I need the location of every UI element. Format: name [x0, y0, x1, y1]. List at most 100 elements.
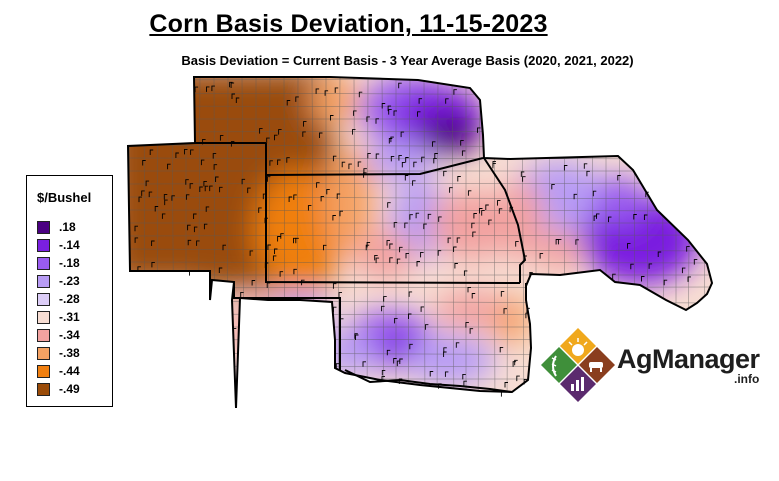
- elevator-marker: [219, 186, 223, 193]
- elevator-marker: [401, 161, 406, 168]
- legend-swatch: [37, 311, 50, 324]
- elevator-marker: [523, 255, 527, 261]
- elevator-marker: [443, 347, 447, 353]
- elevator-marker: [278, 129, 282, 135]
- elevator-marker: [415, 212, 420, 219]
- elevator-marker: [267, 244, 271, 250]
- legend-label: -.38: [59, 346, 80, 360]
- elevator-marker: [266, 137, 270, 144]
- elevator-marker: [229, 81, 233, 88]
- elevator-marker: [381, 369, 386, 376]
- elevator-marker: [383, 296, 387, 302]
- elevator-marker: [235, 97, 240, 103]
- state-borders: [126, 76, 714, 409]
- elevator-marker: [189, 183, 194, 189]
- elevator-marker: [240, 291, 244, 298]
- elevator-marker: [399, 358, 403, 364]
- elevator-marker: [272, 255, 277, 261]
- elevator-marker: [363, 168, 367, 174]
- elevator-marker: [164, 199, 168, 206]
- elevator-marker: [319, 132, 323, 138]
- elevator-marker: [340, 318, 344, 324]
- elevator-marker: [204, 185, 209, 192]
- agmanager-diamond-icon: [541, 328, 615, 402]
- elevator-marker: [529, 271, 533, 278]
- elevator-marker: [583, 163, 588, 169]
- county-line: [128, 234, 712, 237]
- elevator-marker: [456, 237, 461, 243]
- legend-swatch: [37, 275, 50, 288]
- elevator-marker: [249, 250, 254, 256]
- elevator-marker: [612, 273, 616, 280]
- legend-label: -.31: [59, 310, 80, 324]
- legend-item: -.31: [37, 310, 107, 325]
- elevator-marker: [151, 240, 155, 246]
- elevator-marker: [433, 157, 437, 164]
- elevator-marker: [509, 206, 514, 213]
- elevator-marker: [497, 200, 501, 206]
- elevator-marker: [405, 252, 409, 259]
- legend-label: -.28: [59, 292, 80, 306]
- elevator-marker: [512, 361, 517, 367]
- elevator-marker: [230, 141, 235, 147]
- elevator-marker: [280, 233, 284, 239]
- elevator-marker: [467, 286, 471, 293]
- elevator-marker: [334, 87, 339, 93]
- elevator-marker: [645, 191, 649, 198]
- elevator-marker: [209, 185, 213, 192]
- elevator-marker: [418, 98, 423, 104]
- elevator-marker: [338, 292, 342, 298]
- elevator-marker: [374, 254, 378, 261]
- elevator-marker: [499, 346, 504, 353]
- elevator-marker: [643, 214, 648, 220]
- elevator-marker: [323, 244, 327, 251]
- elevator-marker: [617, 175, 621, 181]
- elevator-marker: [203, 180, 207, 187]
- elevator-marker: [471, 222, 475, 229]
- county-line: [436, 77, 439, 408]
- elevator-marker: [515, 241, 519, 247]
- elevator-marker: [416, 261, 420, 267]
- elevator-marker: [259, 128, 263, 134]
- elevator-marker: [437, 250, 442, 256]
- legend-swatch: [37, 329, 50, 342]
- elevator-marker: [648, 263, 653, 269]
- legend-title: $/Bushel: [37, 190, 92, 205]
- legend-swatch: [37, 365, 50, 378]
- elevator-marker: [264, 217, 268, 224]
- elevator-marker: [293, 194, 297, 200]
- elevator-marker: [520, 171, 525, 177]
- elevator-marker: [551, 183, 555, 190]
- elevator-marker: [151, 261, 155, 268]
- legend-item: -.38: [37, 346, 107, 361]
- elevator-marker: [303, 121, 307, 127]
- elevator-marker: [460, 140, 464, 146]
- elevator-marker: [266, 176, 271, 182]
- elevator-marker: [404, 222, 408, 229]
- elevator-marker: [396, 360, 401, 367]
- elevator-marker: [523, 378, 528, 385]
- elevator-marker: [481, 210, 485, 216]
- elevator-marker: [693, 259, 698, 265]
- elevator-marker: [381, 376, 385, 382]
- county-line: [423, 77, 426, 408]
- elevator-marker: [205, 206, 210, 212]
- elevator-marker: [141, 190, 145, 196]
- county-line: [451, 77, 455, 408]
- legend-label: -.23: [59, 274, 80, 288]
- county-line: [477, 77, 481, 408]
- elevator-marker: [633, 214, 637, 220]
- elevator-marker: [657, 251, 662, 257]
- elevator-marker: [608, 216, 612, 223]
- elevator-marker: [335, 363, 340, 369]
- elevator-marker: [408, 313, 412, 319]
- elevator-marker: [367, 152, 371, 159]
- legend-item: -.34: [37, 328, 107, 343]
- elevator-marker: [189, 270, 193, 276]
- map-subtitle: Basis Deviation = Current Basis - 3 Year…: [181, 53, 634, 68]
- elevator-marker: [375, 257, 380, 264]
- elevator-marker: [453, 89, 457, 95]
- elevator-marker: [409, 214, 413, 220]
- elevator-marker: [525, 312, 529, 319]
- elevator-marker: [663, 279, 668, 286]
